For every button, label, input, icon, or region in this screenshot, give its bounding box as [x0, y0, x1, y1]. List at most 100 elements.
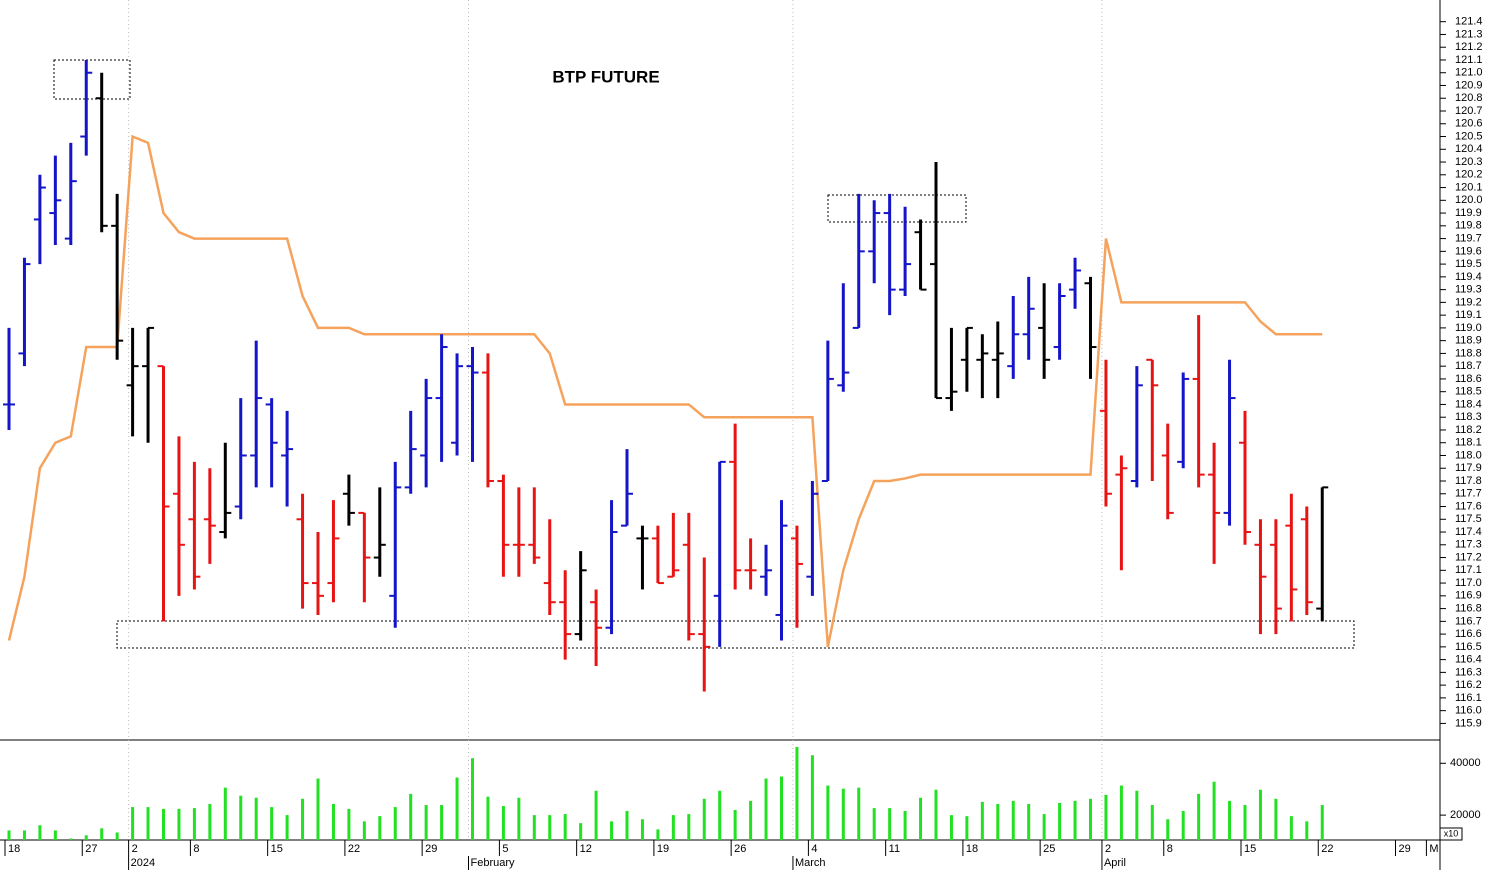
y-tick-label: 118.3 [1455, 411, 1482, 423]
y-tick-label: 121.2 [1455, 41, 1483, 53]
y-tick-label: 116.4 [1455, 654, 1482, 666]
y-tick-label: 120.4 [1455, 143, 1483, 155]
volume-bar [1228, 800, 1232, 840]
volume-bar [532, 815, 536, 840]
y-tick-label: 118.7 [1455, 360, 1482, 372]
volume-bar [7, 830, 11, 840]
volume-bar [826, 785, 830, 840]
volume-bar [1212, 781, 1216, 840]
volume-bar [965, 816, 969, 840]
y-tick-label: 117.0 [1455, 577, 1482, 589]
x-tick-label: 15 [1244, 843, 1256, 855]
volume-bar [1274, 798, 1278, 840]
x-tick-label: 15 [271, 843, 283, 855]
y-tick-label: 118.0 [1455, 449, 1482, 461]
y-tick-label: 116.9 [1455, 590, 1482, 602]
volume-bar [1058, 802, 1062, 840]
y-tick-label: 121.4 [1455, 16, 1483, 28]
volume-bar [285, 815, 289, 840]
volume-bar [22, 830, 26, 840]
volume-bar [1289, 816, 1293, 840]
y-tick-label: 116.0 [1455, 705, 1482, 717]
volume-bar [84, 835, 88, 840]
volume-bar [996, 803, 1000, 840]
volume-bar [1243, 805, 1247, 840]
volume-bar [1166, 819, 1170, 840]
x-tick-label: 26 [734, 843, 746, 855]
y-tick-label: 120.1 [1455, 181, 1483, 193]
volume-bar [131, 807, 135, 840]
x-tick-label: 12 [580, 843, 592, 855]
volume-bar [919, 797, 923, 840]
y-tick-label: 119.9 [1455, 207, 1482, 219]
y-tick-label: 118.9 [1455, 335, 1482, 347]
volume-bar [888, 808, 892, 840]
y-tick-label: 40000 [1450, 757, 1481, 769]
volume-bar [980, 801, 984, 840]
y-tick-label: 121.3 [1455, 28, 1483, 40]
volume-bar [378, 816, 382, 840]
volume-bar [177, 808, 181, 840]
month-label: 2024 [131, 857, 155, 869]
y-tick-label: 116.2 [1455, 679, 1482, 691]
volume-bar [347, 808, 351, 840]
x-tick-label: 5 [502, 843, 508, 855]
volume-bar [1011, 800, 1015, 840]
volume-bar [455, 777, 459, 840]
x-tick-label: 29 [1399, 843, 1411, 855]
volume-bar [563, 814, 567, 840]
x-tick-label: 8 [193, 843, 199, 855]
volume-bar [1042, 814, 1046, 840]
volume-bar [795, 746, 799, 840]
x-tick-label: 2 [132, 843, 138, 855]
y-tick-label: 20000 [1450, 809, 1481, 821]
volume-bar [223, 787, 227, 840]
y-tick-label: 120.2 [1455, 169, 1483, 181]
volume-bar [270, 807, 274, 840]
volume-bar [640, 819, 644, 840]
unit-box [1439, 827, 1463, 841]
volume-bar [548, 815, 552, 840]
volume-bar [841, 788, 845, 840]
volume-bar [872, 808, 876, 840]
y-tick-label: 120.3 [1455, 156, 1483, 168]
volume-bar [440, 805, 444, 840]
y-tick-label: 120.0 [1455, 194, 1483, 206]
volume-bar [1027, 803, 1031, 840]
volume-bar [100, 828, 104, 840]
volume-bar [749, 800, 753, 840]
x-tick-label: 2 [1105, 843, 1111, 855]
y-tick-label: 118.1 [1455, 437, 1482, 449]
volume-bar [362, 821, 366, 840]
y-tick-label: 120.9 [1455, 79, 1483, 91]
y-tick-label: 117.5 [1455, 513, 1482, 525]
volume-bar [517, 797, 521, 840]
volume-bar [610, 821, 614, 840]
y-tick-label: 120.8 [1455, 92, 1483, 104]
trend-line [7, 134, 1323, 648]
volume-bar [1089, 798, 1092, 840]
x-tick-label: 8 [1167, 843, 1173, 855]
volume-bar [38, 825, 42, 840]
y-tick-label: 117.9 [1455, 462, 1482, 474]
y-tick-label: 120.7 [1455, 105, 1483, 117]
y-tick-label: 116.1 [1455, 692, 1482, 704]
volume-bar [780, 776, 783, 840]
y-tick-label: 118.8 [1455, 347, 1482, 359]
volume-bar [69, 838, 73, 840]
x-tick-label: M [1429, 843, 1438, 855]
y-tick-label: 119.4 [1455, 271, 1482, 283]
y-tick-label: 118.4 [1455, 398, 1482, 410]
y-tick-label: 119.3 [1455, 284, 1482, 296]
month-label: March [795, 857, 826, 869]
volume-bar [903, 810, 907, 840]
y-tick-label: 117.2 [1455, 551, 1482, 563]
y-tick-label: 116.7 [1455, 615, 1482, 627]
volume-bar [471, 758, 474, 840]
volume-bar [239, 795, 243, 840]
y-tick-label: 117.7 [1455, 488, 1482, 500]
volume-bar [1119, 785, 1123, 840]
y-tick-label: 118.5 [1455, 386, 1482, 398]
volume-bar [254, 797, 258, 840]
